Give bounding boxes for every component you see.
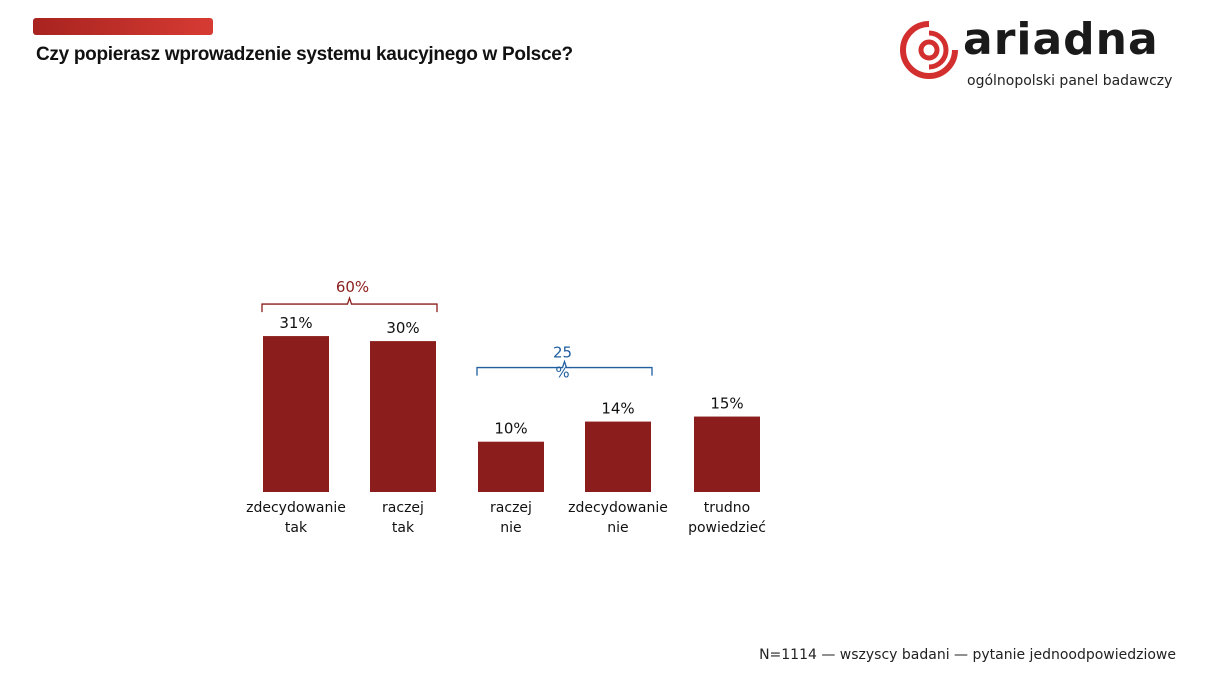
accent-bar <box>33 18 213 35</box>
group-total-label: 25 <box>553 344 572 362</box>
category-label: tak <box>392 520 415 536</box>
bar <box>694 416 760 492</box>
data-label: 15% <box>710 395 743 413</box>
data-label: 30% <box>386 319 419 337</box>
group-total-label: % <box>555 364 569 382</box>
logo: ariadna ogólnopolski panel badawczy <box>895 14 1180 94</box>
category-label: nie <box>607 520 628 536</box>
chart-title: Czy popierasz wprowadzenie systemu kaucy… <box>36 44 573 65</box>
bar <box>585 421 651 492</box>
category-label: raczej <box>382 500 424 516</box>
data-label: 10% <box>494 420 527 438</box>
category-label: trudno <box>704 500 750 516</box>
group-bracket <box>261 296 438 313</box>
bar <box>370 341 436 492</box>
data-label: 14% <box>601 400 634 418</box>
category-label: zdecydowanie <box>246 500 346 516</box>
logo-tagline: ogólnopolski panel badawczy <box>967 73 1173 89</box>
category-label: nie <box>500 520 521 536</box>
footer-note: N=1114 — wszyscy badani — pytanie jednoo… <box>759 647 1176 663</box>
category-label: powiedzieć <box>688 520 766 536</box>
group-total-label: 60% <box>336 278 369 296</box>
bar <box>478 441 544 492</box>
group-bracket <box>476 359 653 376</box>
ariadna-logo-icon <box>900 21 958 79</box>
logo-wordmark: ariadna <box>963 14 1159 65</box>
category-label: tak <box>285 520 308 536</box>
category-label: zdecydowanie <box>568 500 668 516</box>
bar <box>263 336 329 492</box>
category-label: raczej <box>490 500 532 516</box>
data-label: 31% <box>279 314 312 332</box>
